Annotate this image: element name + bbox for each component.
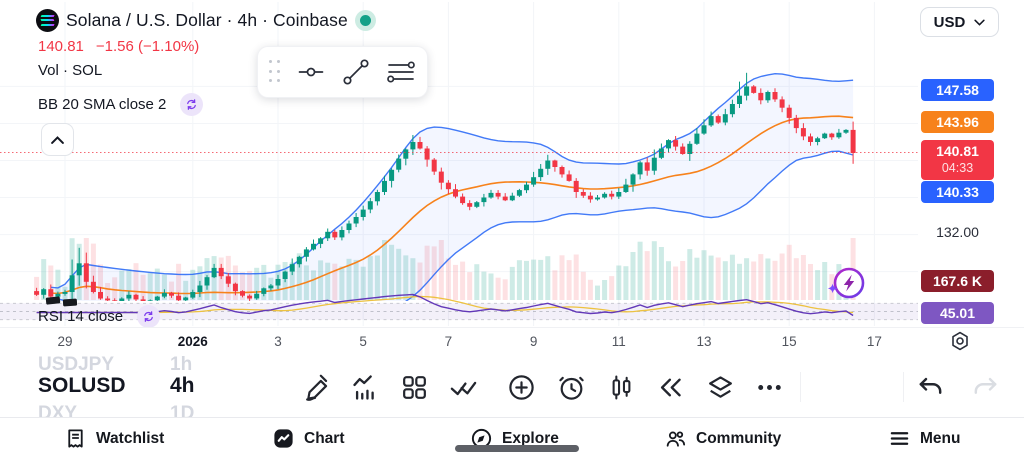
solana-logo-icon: [36, 9, 59, 32]
marker-dash: [45, 296, 61, 305]
volume-legend[interactable]: Vol · SOL: [38, 62, 103, 79]
symbol-next[interactable]: DXY: [38, 403, 78, 417]
collapse-legend-button[interactable]: [41, 123, 74, 156]
watchlist-icon: [68, 429, 83, 448]
currency-value: USD: [933, 13, 966, 31]
toolbar-divider: [903, 372, 904, 402]
symbol-prev[interactable]: USDJPY: [38, 354, 115, 375]
layout-grid-button[interactable]: [399, 372, 430, 403]
fib-retracement-tool[interactable]: [386, 57, 416, 87]
price-label-badge: 140.81 04:33: [921, 140, 994, 180]
replay-button[interactable]: [655, 372, 686, 403]
nav-community[interactable]: Community: [664, 427, 781, 450]
nav-community-label: Community: [696, 429, 782, 447]
active-tab-indicator: [455, 445, 579, 452]
indicators-button[interactable]: [350, 372, 381, 403]
x-axis-label: 3: [274, 334, 282, 349]
sparkle-icon: [827, 283, 838, 294]
chart-icon: [274, 429, 293, 448]
symbol-row-prev[interactable]: USDJPY 1h: [38, 354, 192, 376]
axis-settings-gear-icon[interactable]: [947, 330, 973, 352]
nav-explore[interactable]: Explore: [470, 427, 559, 450]
object-tree-button[interactable]: [705, 372, 736, 403]
nav-chart-label: Chart: [304, 429, 345, 447]
more-button[interactable]: [754, 372, 785, 403]
marker-dash: [62, 298, 78, 307]
nav-watchlist[interactable]: Watchlist: [64, 427, 164, 450]
price-label-badge: 147.58: [921, 79, 994, 101]
indicator-value-badge: 45.01: [921, 302, 994, 324]
currency-dropdown[interactable]: USD: [920, 7, 999, 37]
alert-button[interactable]: [556, 372, 587, 403]
toolbar-divider: [800, 372, 801, 402]
lightning-icon: [843, 274, 855, 292]
chart-type-button[interactable]: [606, 372, 637, 403]
bb-legend[interactable]: BB 20 SMA close 2: [38, 93, 204, 116]
indicator-value-badge: 167.6 K: [921, 270, 994, 292]
last-price: 140.81: [38, 38, 84, 55]
symbol-title[interactable]: Solana / U.S. Dollar · 4h · Coinbase: [66, 10, 348, 30]
price-change-row: 140.81 −1.56 (−1.10%): [38, 38, 199, 55]
nav-menu-label: Menu: [920, 429, 961, 447]
rsi-legend-label[interactable]: RSI 14 close: [38, 308, 124, 325]
x-axis-label: 17: [866, 334, 882, 349]
x-axis-label: 9: [529, 334, 538, 349]
undo-button[interactable]: [915, 372, 946, 403]
bb-legend-label[interactable]: BB 20 SMA close 2: [38, 96, 167, 113]
interval-active[interactable]: 4h: [170, 374, 195, 397]
symbol-header[interactable]: Solana / U.S. Dollar · 4h · Coinbase: [36, 9, 376, 32]
time-axis[interactable]: 29 2026 3 5 7 9 11 13 15 17: [0, 327, 1024, 353]
nav-explore-label: Explore: [502, 429, 559, 447]
symbol-row-active[interactable]: SOLUSD 4h: [38, 374, 195, 398]
x-axis-label: 7: [444, 334, 453, 349]
drag-handle-icon[interactable]: [269, 60, 281, 84]
x-axis-label: 29: [57, 334, 73, 349]
chevron-up-icon: [51, 135, 64, 144]
flash-assistant-button[interactable]: [824, 262, 870, 304]
nav-menu[interactable]: Menu: [888, 427, 960, 450]
symbol-strip[interactable]: USDJPY 1h SOLUSD 4h DXY 1D: [0, 353, 1024, 417]
add-button[interactable]: [506, 372, 537, 403]
x-axis-label: 11: [611, 334, 626, 349]
symbol-active[interactable]: SOLUSD: [38, 374, 126, 397]
price-label-badge: 143.96: [921, 111, 994, 133]
symbol-row-next[interactable]: DXY 1D: [38, 403, 194, 417]
price-change: −1.56 (−1.10%): [95, 38, 200, 55]
interval-next[interactable]: 1D: [170, 403, 195, 417]
rsi-legend[interactable]: RSI 14 close: [38, 305, 161, 328]
x-axis-label: 2026: [177, 334, 208, 349]
interval-prev[interactable]: 1h: [170, 354, 193, 375]
community-icon: [666, 431, 686, 447]
market-open-icon: [354, 10, 376, 31]
nav-chart[interactable]: Chart: [272, 427, 344, 450]
redo-button[interactable]: [970, 372, 1001, 403]
x-axis-label: 5: [359, 334, 367, 349]
price-chart[interactable]: [0, 0, 920, 330]
price-scale-label: 132.00: [936, 224, 979, 240]
nav-watchlist-label: Watchlist: [96, 429, 165, 447]
price-axis[interactable]: 147.58 143.96 140.81 04:33 140.33 132.00 167.6…: [918, 0, 1024, 327]
trend-line-tool[interactable]: [341, 57, 371, 87]
rsi-refresh-icon[interactable]: [137, 305, 161, 328]
compare-button[interactable]: [448, 372, 479, 403]
hamburger-menu-icon: [890, 432, 909, 445]
chevron-down-icon: [974, 19, 985, 26]
draw-button[interactable]: [302, 372, 333, 403]
bb-refresh-icon[interactable]: [180, 93, 204, 116]
x-axis-label: 13: [696, 334, 712, 349]
price-label-badge: 140.33: [921, 181, 994, 203]
drawing-toolbar[interactable]: [257, 46, 428, 98]
bottom-nav: Watchlist Chart Explore Community Menu: [0, 417, 1024, 461]
horizontal-line-tool[interactable]: [296, 57, 326, 87]
x-axis-label: 15: [781, 334, 797, 349]
